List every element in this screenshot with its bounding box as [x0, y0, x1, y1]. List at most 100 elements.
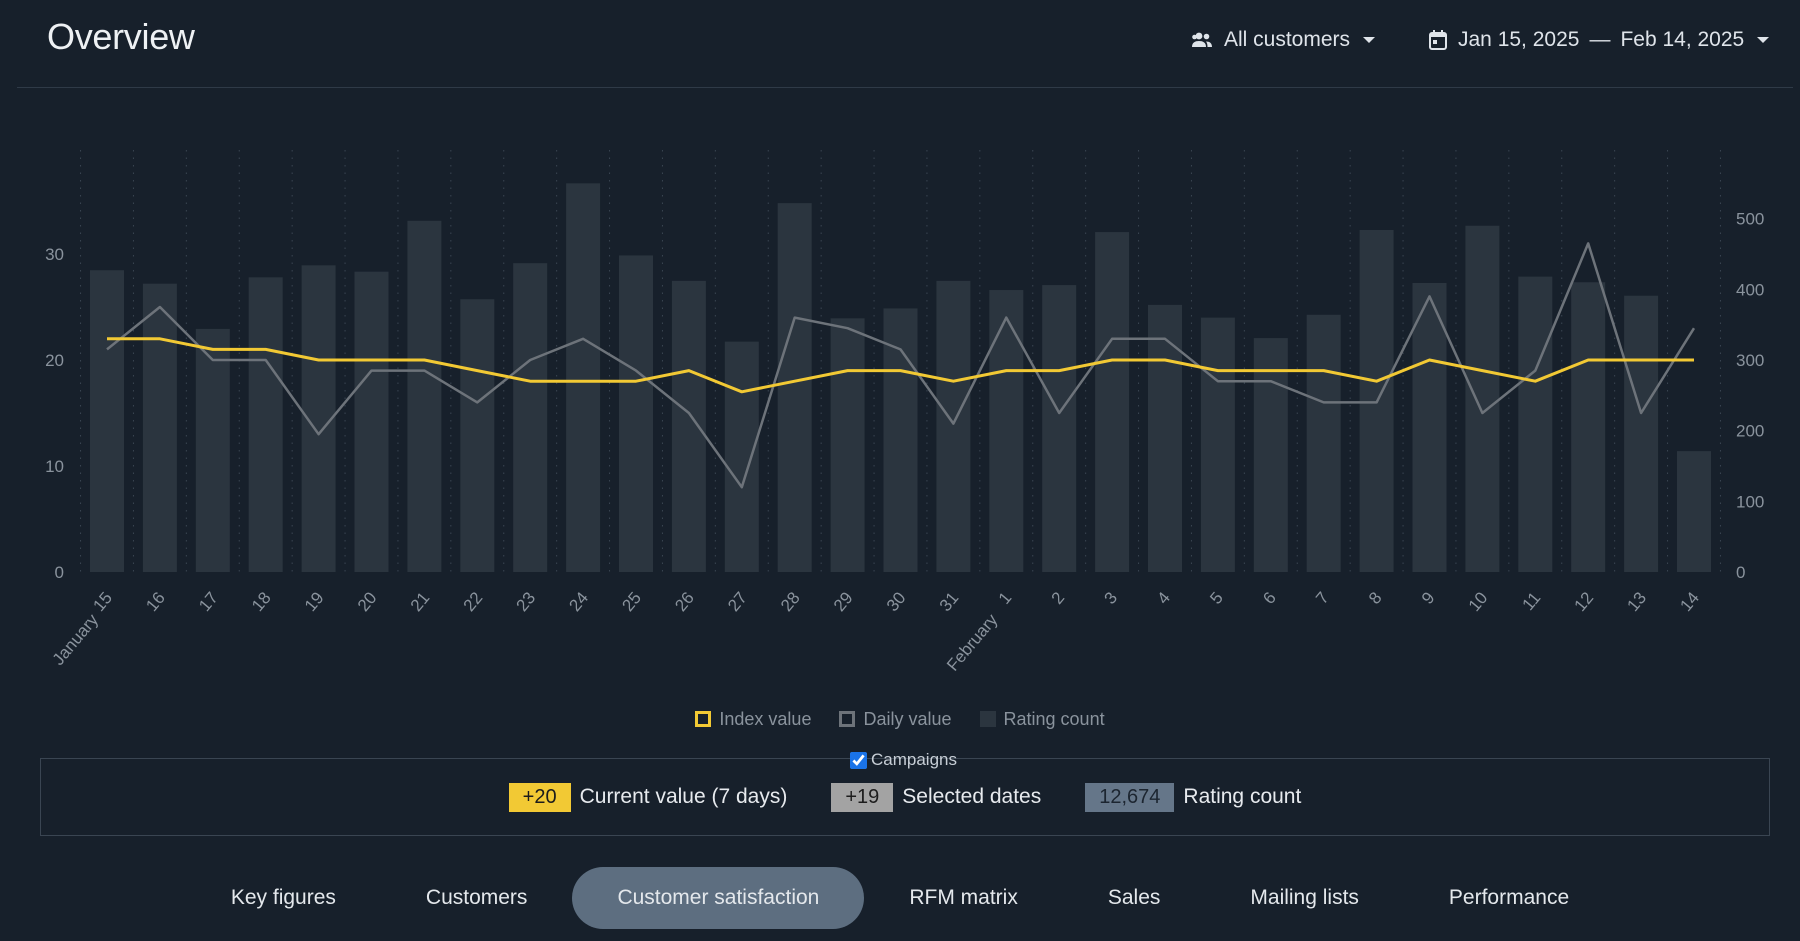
tab-performance[interactable]: Performance — [1448, 886, 1570, 909]
date-separator: — — [1589, 28, 1611, 51]
x-axis-tick: 11 — [1518, 588, 1544, 614]
bar — [777, 203, 812, 572]
bar — [1042, 285, 1077, 572]
x-axis-tick: 7 — [1312, 588, 1333, 607]
right-axis-tick: 100 — [1736, 492, 1764, 511]
x-axis-tick: 19 — [301, 588, 328, 615]
legend-daily-label: Daily value — [863, 708, 952, 729]
bar — [1148, 304, 1182, 572]
index-value-swatch — [695, 711, 712, 727]
bar — [195, 328, 230, 572]
x-axis-tick: 16 — [142, 588, 169, 615]
tab-customer-satisfaction[interactable]: Customer satisfaction — [572, 867, 865, 929]
tab-mailing-lists[interactable]: Mailing lists — [1250, 886, 1359, 909]
rating-count-swatch — [979, 711, 996, 727]
x-axis-tick: 25 — [618, 588, 645, 615]
daily-value-line — [106, 242, 1696, 489]
left-axis-tick: 30 — [45, 245, 64, 264]
bar — [989, 290, 1024, 572]
bar — [936, 280, 971, 572]
bar — [883, 308, 918, 572]
x-axis-tick: 31 — [936, 588, 963, 615]
tab-key-figures[interactable]: Key figures — [230, 886, 336, 909]
x-axis-tick: 28 — [777, 588, 804, 615]
page-header: Overview All customers Jan 15, 2025 — Fe… — [0, 0, 1800, 88]
left-axis-tick: 20 — [45, 351, 64, 370]
tab-customers[interactable]: Customers — [425, 886, 528, 909]
header-divider — [17, 87, 1793, 88]
bar — [1412, 282, 1447, 572]
bar — [354, 271, 389, 572]
bar — [90, 270, 124, 572]
bar — [1571, 282, 1606, 572]
x-axis-tick: 1 — [995, 588, 1016, 607]
x-axis-tick: 18 — [248, 588, 275, 615]
x-axis-tick: 8 — [1365, 588, 1386, 607]
current-value-stat: +20 Current value (7 days) — [508, 782, 788, 812]
bar — [460, 299, 495, 572]
bar — [1624, 295, 1659, 572]
x-axis-tick: 12 — [1571, 588, 1598, 615]
bar — [513, 263, 548, 572]
x-axis-tick: 3 — [1101, 588, 1122, 607]
x-axis-tick: 13 — [1623, 588, 1650, 615]
campaigns-toggle[interactable]: Campaigns — [850, 748, 957, 772]
bar — [1253, 338, 1288, 572]
right-axis-tick: 300 — [1736, 351, 1764, 370]
month-label: January — [49, 610, 103, 669]
selected-dates-label: Selected dates — [902, 785, 1042, 808]
legend-daily-value[interactable]: Daily value — [839, 708, 952, 730]
rating-count-label: Rating count — [1183, 785, 1302, 808]
x-axis-tick: 14 — [1676, 588, 1703, 615]
customer-filter-label: All customers — [1224, 28, 1351, 51]
bar — [1677, 451, 1711, 572]
bar — [724, 341, 759, 572]
legend-count-label: Rating count — [1003, 708, 1105, 729]
x-axis-tick: 22 — [460, 588, 487, 615]
customer-filter-dropdown[interactable]: All customers — [1190, 24, 1376, 56]
bar — [142, 283, 177, 572]
legend-index-value[interactable]: Index value — [695, 709, 811, 730]
bar — [1095, 232, 1130, 573]
legend-rating-count[interactable]: Rating count — [979, 708, 1105, 730]
x-axis-tick: 5 — [1206, 588, 1227, 607]
tab-rfm-matrix[interactable]: RFM matrix — [909, 886, 1018, 909]
chevron-down-icon — [1362, 36, 1376, 44]
campaigns-checkbox[interactable] — [850, 751, 867, 769]
x-axis-tick: 30 — [883, 588, 910, 615]
users-icon — [1190, 31, 1214, 49]
x-axis-tick: 10 — [1465, 588, 1492, 615]
rating-count-badge: 12,674 — [1085, 782, 1175, 812]
x-axis-tick: 9 — [1418, 588, 1439, 607]
summary-panel: +20 Current value (7 days) +19 Selected … — [40, 758, 1770, 836]
legend-index-label: Index value — [719, 708, 812, 729]
x-axis-tick: 17 — [195, 588, 222, 615]
calendar-icon — [1428, 29, 1448, 51]
current-value-label: Current value (7 days) — [579, 785, 788, 808]
rating-count-stat: 12,674 Rating count — [1085, 782, 1302, 812]
right-axis-tick: 500 — [1736, 210, 1764, 229]
bar — [1200, 317, 1235, 572]
tab-sales[interactable]: Sales — [1107, 886, 1161, 909]
bar — [671, 280, 706, 572]
daily-value-swatch — [839, 711, 856, 727]
x-axis-tick: 20 — [354, 588, 381, 615]
x-axis-tick: 26 — [671, 588, 698, 615]
current-value-badge: +20 — [508, 782, 571, 812]
x-axis-tick: 27 — [724, 588, 751, 615]
date-end: Feb 14, 2025 — [1620, 28, 1745, 51]
index-value-line — [107, 337, 1694, 394]
x-axis-tick: 2 — [1048, 588, 1069, 607]
bar — [619, 255, 653, 572]
selected-dates-badge: +19 — [831, 782, 894, 812]
page-title: Overview — [47, 16, 195, 57]
x-axis-tick: 29 — [830, 588, 857, 615]
x-axis-tick: 6 — [1259, 588, 1280, 607]
bar — [1518, 276, 1553, 572]
bar — [1306, 314, 1341, 572]
x-axis-tick: 21 — [407, 588, 434, 615]
x-axis-tick: 24 — [565, 588, 592, 615]
date-range-dropdown[interactable]: Jan 15, 2025 — Feb 14, 2025 — [1428, 24, 1770, 56]
selected-dates-stat: +19 Selected dates — [831, 782, 1042, 812]
